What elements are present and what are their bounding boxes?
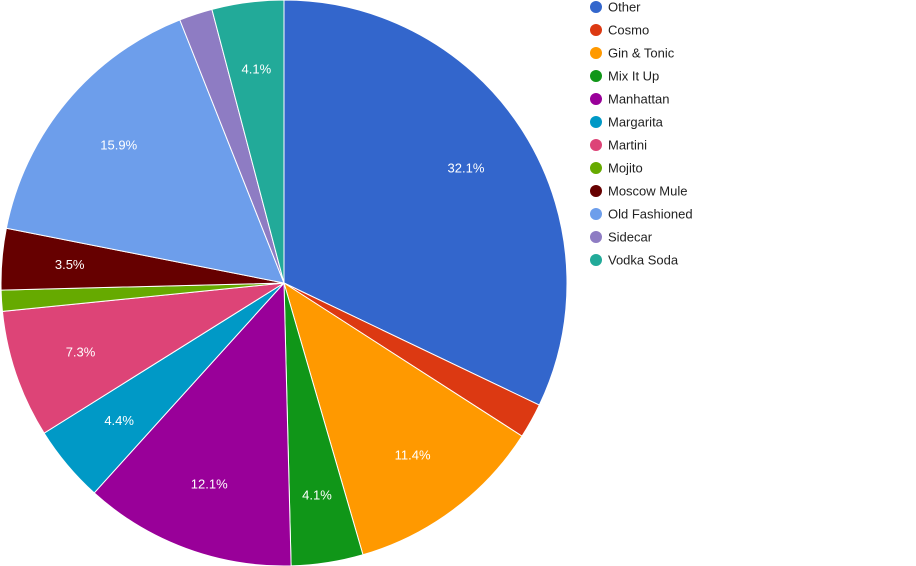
legend-swatch bbox=[590, 93, 602, 105]
legend-item-martini[interactable]: Martini bbox=[590, 138, 647, 153]
legend-label: Old Fashioned bbox=[608, 207, 693, 222]
legend-label: Vodka Soda bbox=[608, 253, 679, 268]
legend-label: Manhattan bbox=[608, 92, 669, 107]
legend-item-mojito[interactable]: Mojito bbox=[590, 161, 643, 176]
legend-item-margarita[interactable]: Margarita bbox=[590, 115, 664, 130]
legend-swatch bbox=[590, 116, 602, 128]
legend-swatch bbox=[590, 254, 602, 266]
legend-swatch bbox=[590, 231, 602, 243]
legend-swatch bbox=[590, 208, 602, 220]
slice-value-label-vodka-soda: 4.1% bbox=[242, 62, 272, 77]
slice-value-label-gin-tonic: 11.4% bbox=[395, 447, 431, 462]
legend-label: Martini bbox=[608, 138, 647, 153]
slice-value-label-moscow-mule: 3.5% bbox=[55, 257, 85, 272]
legend-item-mix-it-up[interactable]: Mix It Up bbox=[590, 69, 659, 84]
pie-value-labels: 32.1% 11.4% 4.1% 12.1% 4.4% 7.3% 3.5% 15.9% 4.1% bbox=[55, 62, 485, 503]
legend-label: Mojito bbox=[608, 161, 643, 176]
legend-swatch bbox=[590, 47, 602, 59]
legend-item-other[interactable]: Other bbox=[590, 0, 641, 15]
pie-slice-martini[interactable] bbox=[1, 282, 285, 434]
legend: Other Cosmo Gin & Tonic Mix It Up Manhattan M… bbox=[590, 0, 693, 268]
legend-label: Sidecar bbox=[608, 230, 653, 245]
legend-item-moscow-mule[interactable]: Moscow Mule bbox=[590, 184, 687, 199]
legend-item-cosmo[interactable]: Cosmo bbox=[590, 23, 649, 38]
pie-slice-old-fashioned[interactable] bbox=[5, 19, 285, 284]
slice-value-label-old-fashioned: 15.9% bbox=[100, 137, 137, 152]
pie-slice-vodka-soda[interactable] bbox=[211, 0, 285, 284]
legend-item-old-fashioned[interactable]: Old Fashioned bbox=[590, 207, 693, 222]
legend-label: Mix It Up bbox=[608, 69, 659, 84]
pie-slice-other[interactable] bbox=[283, 0, 568, 406]
slice-value-label-martini: 7.3% bbox=[66, 345, 96, 360]
legend-swatch bbox=[590, 162, 602, 174]
slice-value-label-mix-it-up: 4.1% bbox=[302, 488, 332, 503]
legend-item-manhattan[interactable]: Manhattan bbox=[590, 92, 669, 107]
legend-swatch bbox=[590, 185, 602, 197]
legend-swatch bbox=[590, 70, 602, 82]
legend-swatch bbox=[590, 139, 602, 151]
legend-label: Cosmo bbox=[608, 23, 649, 38]
slice-value-label-other: 32.1% bbox=[448, 160, 485, 175]
slice-value-label-margarita: 4.4% bbox=[104, 413, 134, 428]
legend-label: Moscow Mule bbox=[608, 184, 687, 199]
pie-slices bbox=[0, 0, 568, 566]
legend-swatch bbox=[590, 24, 602, 36]
legend-label: Other bbox=[608, 0, 641, 15]
legend-swatch bbox=[590, 1, 602, 13]
legend-item-vodka-soda[interactable]: Vodka Soda bbox=[590, 253, 679, 268]
slice-value-label-manhattan: 12.1% bbox=[191, 477, 228, 492]
legend-item-sidecar[interactable]: Sidecar bbox=[590, 230, 653, 245]
legend-label: Gin & Tonic bbox=[608, 46, 675, 61]
legend-label: Margarita bbox=[608, 115, 664, 130]
legend-item-gin-tonic[interactable]: Gin & Tonic bbox=[590, 46, 675, 61]
